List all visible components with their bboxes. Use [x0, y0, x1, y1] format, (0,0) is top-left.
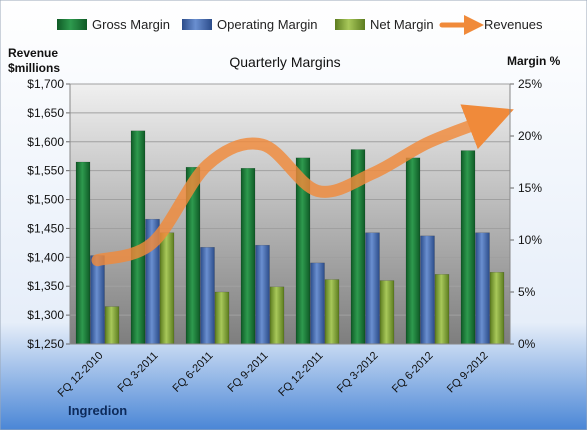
- left-axis-tick-label: $1,250: [27, 337, 64, 351]
- left-axis-tick-label: $1,300: [27, 308, 64, 322]
- left-axis-tick-label: $1,450: [27, 221, 64, 235]
- bar-gross-margin: [405, 157, 421, 345]
- right-axis-tick-label: 25%: [518, 77, 542, 91]
- left-axis-title-line1: Revenue: [8, 46, 58, 60]
- left-axis-tick-label: $1,650: [27, 106, 64, 120]
- legend-swatch-operating-margin: [182, 19, 212, 30]
- bar-net-margin: [489, 271, 505, 345]
- right-axis-ticks: 0% 5% 10% 15% 20% 25%: [510, 77, 542, 351]
- right-axis-tick-label: 0%: [518, 337, 536, 351]
- bar-operating-margin: [255, 244, 270, 345]
- legend-label-revenues: Revenues: [484, 17, 543, 32]
- bar-operating-margin: [90, 255, 105, 345]
- left-axis-tick-label: $1,500: [27, 193, 64, 207]
- bar-operating-margin: [365, 232, 380, 345]
- left-axis-tick-label: $1,350: [27, 279, 64, 293]
- legend-label-gross-margin: Gross Margin: [92, 17, 170, 32]
- right-axis-tick-label: 15%: [518, 181, 542, 195]
- footer-label: Ingredion: [68, 403, 127, 418]
- left-axis-ticks: $1,250 $1,300 $1,350 $1,400 $1,450 $1,500 $1,5…: [27, 77, 70, 351]
- bar-net-margin: [379, 280, 395, 345]
- bar-net-margin: [324, 279, 340, 345]
- left-axis-title-line2: $millions: [8, 61, 60, 75]
- bar-gross-margin: [240, 167, 256, 345]
- bar-net-margin: [214, 291, 230, 345]
- revenue-line-path: [91, 104, 514, 267]
- left-axis-tick-label: $1,550: [27, 164, 64, 178]
- bar-net-margin: [434, 274, 450, 345]
- bar-operating-margin: [200, 247, 215, 345]
- bar-operating-margin: [310, 262, 325, 345]
- revenue-line: [91, 104, 514, 267]
- right-axis-tick-label: 5%: [518, 285, 536, 299]
- bar-gross-margin: [130, 130, 146, 345]
- bar-gross-margin: [75, 161, 91, 345]
- legend: Gross Margin Operating Margin Net Margin…: [57, 15, 543, 35]
- bar-operating-margin: [420, 235, 435, 345]
- bar-net-margin: [159, 232, 175, 345]
- right-axis-title: Margin %: [507, 54, 561, 68]
- legend-label-operating-margin: Operating Margin: [217, 17, 317, 32]
- bar-gross-margin: [460, 150, 476, 345]
- left-axis-tick-label: $1,700: [27, 77, 64, 91]
- right-axis-tick-label: 20%: [518, 129, 542, 143]
- bar-operating-margin: [475, 232, 490, 345]
- bar-net-margin: [104, 306, 120, 345]
- legend-label-net-margin: Net Margin: [370, 17, 434, 32]
- bar-net-margin: [269, 286, 285, 345]
- left-axis-tick-label: $1,400: [27, 250, 64, 264]
- left-axis-tick-label: $1,600: [27, 135, 64, 149]
- right-axis-tick-label: 10%: [518, 233, 542, 247]
- legend-swatch-net-margin: [335, 19, 365, 30]
- legend-swatch-gross-margin: [57, 19, 87, 30]
- chart-title: Quarterly Margins: [229, 54, 340, 70]
